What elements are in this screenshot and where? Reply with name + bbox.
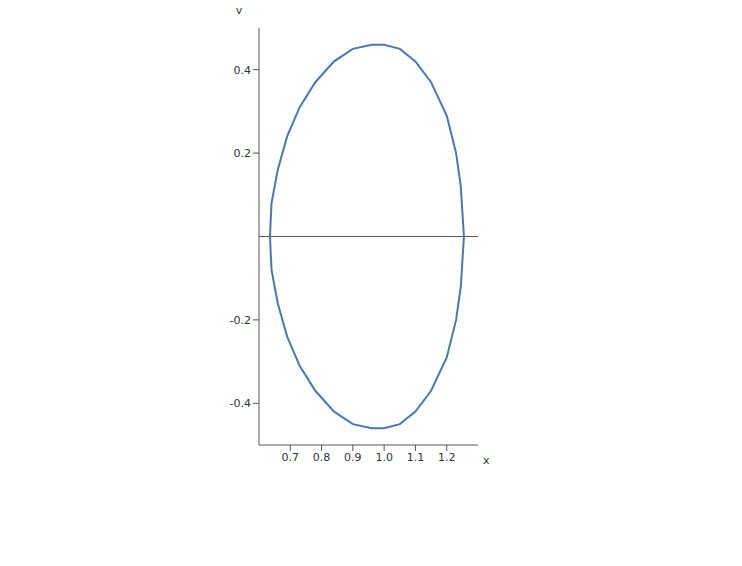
svg-text:0.7: 0.7 <box>282 451 300 464</box>
svg-text:x: x <box>483 454 490 467</box>
svg-text:0.2: 0.2 <box>234 147 252 160</box>
svg-text:0.8: 0.8 <box>313 451 331 464</box>
svg-text:1.2: 1.2 <box>438 451 456 464</box>
svg-text:-0.2: -0.2 <box>230 314 251 327</box>
svg-text:0.4: 0.4 <box>234 64 252 77</box>
svg-text:v: v <box>236 4 243 17</box>
svg-text:-0.4: -0.4 <box>230 397 251 410</box>
svg-text:1.0: 1.0 <box>375 451 393 464</box>
svg-text:1.1: 1.1 <box>407 451 425 464</box>
svg-text:0.9: 0.9 <box>344 451 362 464</box>
